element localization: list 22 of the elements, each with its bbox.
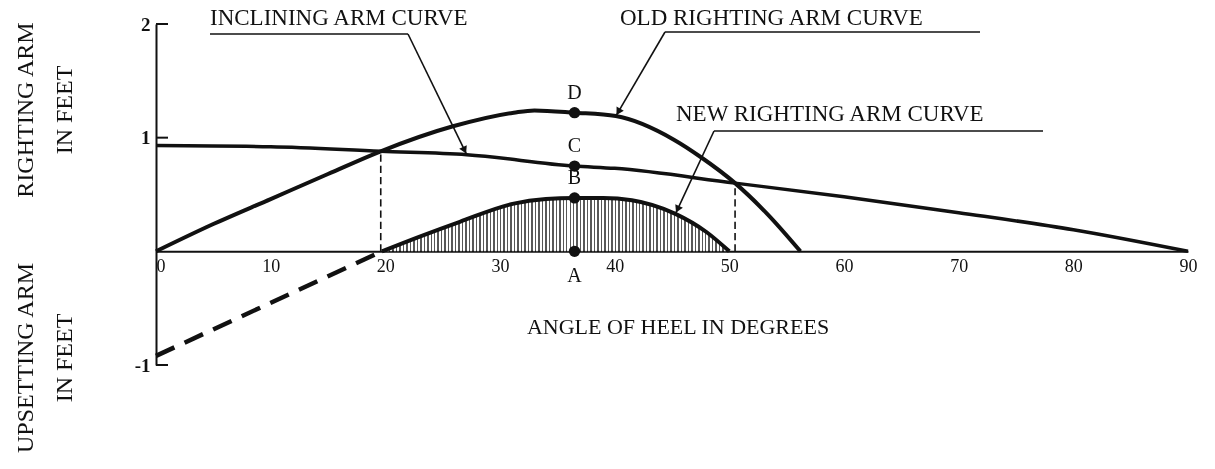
x-tick-label: 30: [491, 255, 510, 276]
x-tick-label: 80: [1064, 255, 1083, 276]
x-tick-label: 10: [262, 255, 281, 276]
text: OLD RIGHTING ARM CURVE: [620, 5, 923, 30]
data-label: D: [567, 80, 582, 103]
x-tick-label: 50: [720, 255, 739, 276]
x-axis-title: ANGLE OF HEEL IN DEGREES: [526, 314, 830, 340]
x-tick-label: 40: [606, 255, 625, 276]
y-tick-label: 1: [141, 127, 151, 149]
x-tick-label: 70: [950, 255, 969, 276]
data-label: C: [567, 134, 582, 157]
text: UPSETTING ARM IN FEET: [12, 262, 77, 454]
x-tick-label: 90: [1179, 255, 1198, 276]
text: INCLINING ARM CURVE: [210, 5, 468, 30]
y-axis-title: RIGHTING ARM IN FEET: [12, 22, 77, 198]
y-tick-label: 2: [141, 13, 151, 35]
x-tick-label: 20: [376, 255, 395, 276]
legend-label: NEW RIGHTING ARM CURVE: [676, 101, 984, 126]
y-tick-label: -1: [134, 354, 151, 376]
x-tick-label: 0: [156, 255, 166, 276]
data-label: A: [567, 264, 583, 287]
x-tick-label: 60: [835, 255, 854, 276]
